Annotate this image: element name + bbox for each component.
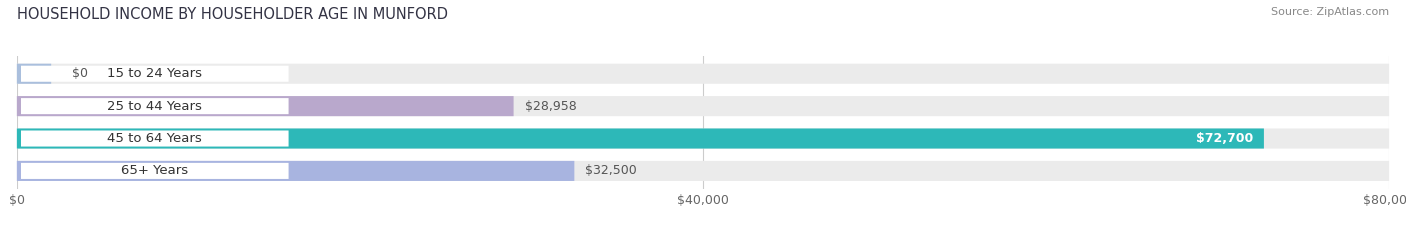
Text: 15 to 24 Years: 15 to 24 Years — [107, 67, 202, 80]
Text: 45 to 64 Years: 45 to 64 Years — [107, 132, 202, 145]
FancyBboxPatch shape — [17, 64, 1389, 84]
FancyBboxPatch shape — [21, 66, 288, 82]
FancyBboxPatch shape — [17, 96, 513, 116]
FancyBboxPatch shape — [17, 96, 1389, 116]
Text: $28,958: $28,958 — [524, 100, 576, 113]
FancyBboxPatch shape — [17, 64, 51, 84]
FancyBboxPatch shape — [17, 128, 1389, 149]
FancyBboxPatch shape — [21, 163, 288, 179]
Text: $32,500: $32,500 — [585, 164, 637, 177]
Text: 65+ Years: 65+ Years — [121, 164, 188, 177]
Text: $0: $0 — [72, 67, 87, 80]
Text: HOUSEHOLD INCOME BY HOUSEHOLDER AGE IN MUNFORD: HOUSEHOLD INCOME BY HOUSEHOLDER AGE IN M… — [17, 7, 449, 22]
Text: Source: ZipAtlas.com: Source: ZipAtlas.com — [1271, 7, 1389, 17]
Text: 25 to 44 Years: 25 to 44 Years — [107, 100, 202, 113]
FancyBboxPatch shape — [17, 161, 575, 181]
FancyBboxPatch shape — [17, 161, 1389, 181]
FancyBboxPatch shape — [17, 128, 1264, 149]
Text: $72,700: $72,700 — [1195, 132, 1253, 145]
FancyBboxPatch shape — [21, 98, 288, 114]
FancyBboxPatch shape — [21, 130, 288, 147]
